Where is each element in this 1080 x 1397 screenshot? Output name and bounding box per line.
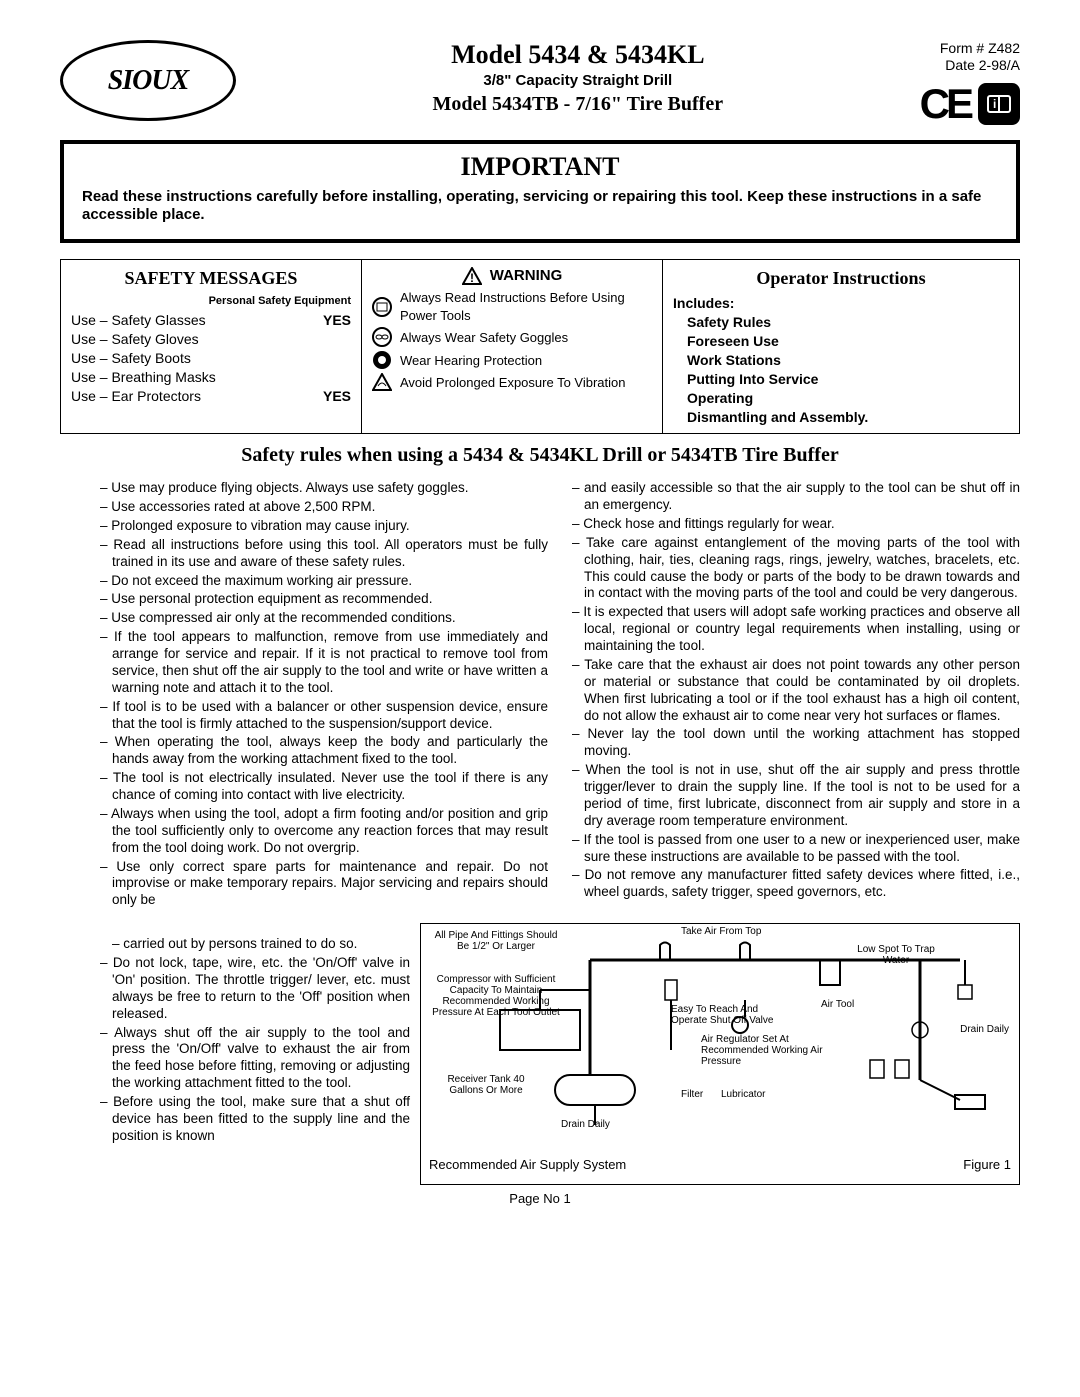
important-heading: IMPORTANT <box>82 152 998 182</box>
header-row: SIOUX Model 5434 & 5434KL 3/8" Capacity … <box>60 40 1020 128</box>
fig-label: Filter <box>681 1089 703 1100</box>
rule-item: Use personal protection equipment as rec… <box>100 591 548 608</box>
important-box: IMPORTANT Read these instructions carefu… <box>60 140 1020 244</box>
rules-list: Use may produce flying objects. Always u… <box>60 480 1020 909</box>
rule-item: When the tool is not in use, shut off th… <box>572 762 1020 830</box>
fig-label: Take Air From Top <box>681 926 761 937</box>
logo-text: SIOUX <box>108 65 189 97</box>
ppe-label: Use – Ear Protectors <box>71 387 201 406</box>
figure-number: Figure 1 <box>963 1157 1011 1172</box>
ppe-label: Use – Safety Glasses <box>71 311 206 330</box>
warn-text: Wear Hearing Protection <box>400 352 542 370</box>
op-item: Safety Rules <box>687 314 771 330</box>
ear-icon <box>372 350 392 370</box>
safety-messages-col: SAFETY MESSAGES Personal Safety Equipmen… <box>61 260 362 433</box>
rule-item: Use may produce flying objects. Always u… <box>100 480 548 497</box>
rule-item: If the tool appears to malfunction, remo… <box>100 629 548 697</box>
op-item: Dismantling and Assembly. <box>687 409 868 425</box>
manual-icon: i <box>978 83 1020 125</box>
operator-col: Operator Instructions Includes: Safety R… <box>663 260 1019 433</box>
operator-title: Operator Instructions <box>673 266 1009 290</box>
form-date: Date 2-98/A <box>920 57 1020 74</box>
ppe-label: Use – Breathing Masks <box>71 368 216 387</box>
fig-label: Compressor with Sufficient Capacity To M… <box>431 974 561 1018</box>
logo: SIOUX <box>60 40 236 121</box>
rules-title: Safety rules when using a 5434 & 5434KL … <box>60 444 1020 467</box>
op-item: Work Stations <box>687 352 781 368</box>
op-item: Operating <box>687 390 753 406</box>
rule-item: Do not exceed the maximum working air pr… <box>100 573 548 590</box>
warning-col: ! WARNING Always Read Instructions Befor… <box>362 260 663 433</box>
rule-item: Never lay the tool down until the workin… <box>572 726 1020 760</box>
warning-title: WARNING <box>490 266 563 286</box>
vibration-icon <box>372 373 392 391</box>
ppe-header: Personal Safety Equipment <box>71 294 351 309</box>
rule-item: Always shut off the air supply to the to… <box>100 1025 410 1093</box>
rule-item: Before using the tool, make sure that a … <box>100 1094 410 1145</box>
warning-icon: ! <box>462 267 482 285</box>
rule-item: Check hose and fittings regularly for we… <box>572 516 1020 533</box>
figure-caption: Recommended Air Supply System <box>429 1157 626 1172</box>
rule-item: Prolonged exposure to vibration may caus… <box>100 518 548 535</box>
goggles-icon <box>372 327 392 347</box>
fig-label: Air Tool <box>821 999 854 1010</box>
fig-label: Drain Daily <box>561 1119 610 1130</box>
title-secondary: Model 5434TB - 7/16" Tire Buffer <box>236 93 920 116</box>
warn-text: Always Read Instructions Before Using Po… <box>400 289 652 324</box>
svg-text:i: i <box>993 97 996 111</box>
book-icon <box>372 297 392 317</box>
important-text: Read these instructions carefully before… <box>82 188 998 226</box>
ce-mark: CE <box>920 80 970 128</box>
rule-item: Do not remove any manufacturer fitted sa… <box>572 867 1020 901</box>
rule-item: Use compressed air only at the recommend… <box>100 610 548 627</box>
bottom-rules: carried out by persons trained to do so.… <box>60 936 410 1171</box>
svg-text:!: ! <box>470 271 474 285</box>
warn-text: Always Wear Safety Goggles <box>400 329 568 347</box>
op-item: Putting Into Service <box>687 371 818 387</box>
rule-item: Use accessories rated at above 2,500 RPM… <box>100 499 548 516</box>
op-item: Foreseen Use <box>687 333 779 349</box>
rule-item: Always when using the tool, adopt a firm… <box>100 806 548 857</box>
rule-item: The tool is not electrically insulated. … <box>100 770 548 804</box>
form-meta: Form # Z482 Date 2-98/A CE i <box>920 40 1020 128</box>
rule-item: and easily accessible so that the air su… <box>572 480 1020 514</box>
rule-item: When operating the tool, always keep the… <box>100 734 548 768</box>
rule-item: Do not lock, tape, wire, etc. the 'On/Of… <box>100 955 410 1023</box>
rule-item: If tool is to be used with a balancer or… <box>100 699 548 733</box>
form-number: Form # Z482 <box>920 40 1020 57</box>
rule-item: It is expected that users will adopt saf… <box>572 604 1020 655</box>
rule-item: If the tool is passed from one user to a… <box>572 832 1020 866</box>
bottom-row: carried out by persons trained to do so.… <box>60 923 1020 1185</box>
fig-label: Lubricator <box>721 1089 765 1100</box>
ppe-value: YES <box>323 387 351 406</box>
figure-1: All Pipe And Fittings Should Be 1/2" Or … <box>420 923 1020 1185</box>
rule-item-cont: carried out by persons trained to do so. <box>100 936 410 953</box>
fig-label: Low Spot To Trap Water <box>851 944 941 966</box>
title-sub: 3/8" Capacity Straight Drill <box>236 72 920 89</box>
title-block: Model 5434 & 5434KL 3/8" Capacity Straig… <box>236 40 920 116</box>
rule-item: Take care against entanglement of the mo… <box>572 535 1020 603</box>
ppe-value: YES <box>323 311 351 330</box>
fig-label: Air Regulator Set At Recommended Working… <box>701 1034 851 1067</box>
title-main: Model 5434 & 5434KL <box>236 40 920 70</box>
safety-title: SAFETY MESSAGES <box>71 266 351 290</box>
rule-item: Use only correct spare parts for mainten… <box>100 859 548 910</box>
ppe-label: Use – Safety Boots <box>71 349 191 368</box>
safety-box: SAFETY MESSAGES Personal Safety Equipmen… <box>60 259 1020 434</box>
fig-label: All Pipe And Fittings Should Be 1/2" Or … <box>431 930 561 952</box>
fig-label: Drain Daily <box>960 1024 1009 1035</box>
page-number: Page No 1 <box>60 1191 1020 1206</box>
fig-label: Receiver Tank 40 Gallons Or More <box>431 1074 541 1096</box>
warn-text: Avoid Prolonged Exposure To Vibration <box>400 374 626 392</box>
fig-label: Easy To Reach And Operate Shut Off Valve <box>671 1004 791 1026</box>
ppe-label: Use – Safety Gloves <box>71 330 199 349</box>
rule-item: Take care that the exhaust air does not … <box>572 657 1020 725</box>
includes-label: Includes: <box>673 295 734 311</box>
rule-item: Read all instructions before using this … <box>100 537 548 571</box>
